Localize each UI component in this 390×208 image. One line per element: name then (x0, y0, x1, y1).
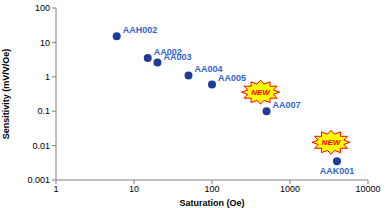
svg-text:10: 10 (129, 184, 139, 194)
svg-text:100: 100 (35, 3, 50, 13)
svg-text:AA003: AA003 (163, 52, 191, 62)
svg-text:1: 1 (53, 184, 58, 194)
svg-text:Saturation (Oe): Saturation (Oe) (179, 198, 244, 208)
svg-text:1: 1 (45, 72, 50, 82)
svg-text:AA004: AA004 (194, 64, 223, 75)
svg-text:1000: 1000 (280, 184, 300, 194)
svg-text:0.1: 0.1 (37, 106, 50, 116)
svg-text:0.01: 0.01 (32, 141, 50, 151)
svg-text:AA007: AA007 (273, 100, 301, 110)
svg-text:AAH002: AAH002 (123, 25, 158, 35)
svg-text:AA005: AA005 (218, 73, 246, 83)
svg-text:0.001: 0.001 (27, 175, 50, 185)
svg-text:10: 10 (40, 38, 50, 48)
svg-text:AAK001: AAK001 (320, 166, 355, 176)
svg-text:NEW: NEW (251, 88, 271, 97)
svg-text:NEW: NEW (322, 138, 342, 147)
svg-text:10000: 10000 (355, 184, 380, 194)
svg-text:100: 100 (204, 184, 219, 194)
svg-text:Sensitivity (mV/V/Oe): Sensitivity (mV/V/Oe) (8, 49, 11, 140)
